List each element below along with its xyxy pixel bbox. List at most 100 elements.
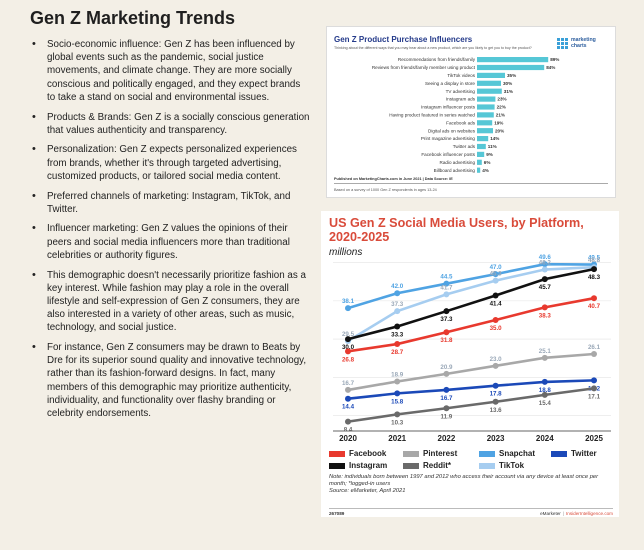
data-point xyxy=(394,378,401,385)
data-point xyxy=(345,418,351,425)
bar-value-label: 11% xyxy=(488,144,497,149)
data-label: 23.0 xyxy=(490,356,503,363)
bar-category-label: Recommendations from friends/family xyxy=(398,57,476,62)
data-point xyxy=(492,316,499,323)
marketing-charts-logo: marketing charts xyxy=(557,37,607,51)
data-label: 31.8 xyxy=(440,337,453,344)
data-label: 26.8 xyxy=(342,356,355,363)
bar-category-label: TikTok videos xyxy=(447,73,475,78)
social-chart-title: US Gen Z Social Media Users, by Platform… xyxy=(329,216,584,244)
bar-value-label: 22% xyxy=(497,105,506,110)
legend-swatch xyxy=(329,462,345,469)
data-label: 13.6 xyxy=(490,407,503,414)
data-label: 38.1 xyxy=(342,298,355,305)
legend-swatch xyxy=(403,450,419,457)
bar-value-label: 20% xyxy=(495,128,504,133)
social-line-chart: 2020 2021 2022 2023 2024 2025 38.1 42.0 44.5 47.0… xyxy=(333,254,611,441)
data-point xyxy=(443,405,450,412)
data-label: 41.7 xyxy=(440,284,453,291)
data-label: 44.5 xyxy=(440,274,453,281)
x-tick-label: 2025 xyxy=(585,434,603,441)
data-label: 18.9 xyxy=(391,372,404,379)
bar-value-label: 9% xyxy=(486,152,493,157)
data-point xyxy=(591,377,597,384)
influencers-chart-footer: Based on a survey of 1000 Gen Z responde… xyxy=(334,188,437,192)
influencers-chart-note: Published on MarketingCharts.com in June… xyxy=(334,177,453,181)
brand-site: InsiderIntelligence.com xyxy=(566,511,613,516)
bar xyxy=(477,88,502,94)
bar xyxy=(477,112,494,118)
data-point xyxy=(345,348,351,355)
series-line-instagram xyxy=(347,267,595,341)
social-chart-note: Note: individuals born between 1997 and … xyxy=(329,474,599,494)
x-tick-label: 2021 xyxy=(388,434,406,441)
data-label: 17.1 xyxy=(588,393,601,400)
x-tick-label: 2024 xyxy=(536,434,554,441)
legend-swatch xyxy=(479,450,495,457)
data-point xyxy=(541,304,548,311)
bar xyxy=(477,80,501,86)
legend-label: Snapchat xyxy=(499,449,536,458)
data-point xyxy=(492,277,499,284)
data-label: 18.8 xyxy=(539,387,552,394)
data-label: 17.8 xyxy=(490,391,503,398)
data-point xyxy=(541,354,548,361)
bar-value-label: 31% xyxy=(504,89,513,94)
bar xyxy=(477,120,493,126)
legend-swatch xyxy=(551,450,567,457)
bar xyxy=(477,104,495,110)
data-label: 14.4 xyxy=(342,404,355,411)
legend-item: Reddit* xyxy=(403,461,451,470)
data-label: 25.1 xyxy=(539,348,552,355)
legend-item: Facebook xyxy=(329,449,386,458)
series-line-reddit xyxy=(347,387,595,423)
bullet-item: Products & Brands: Gen Z is a socially c… xyxy=(30,111,310,137)
divider xyxy=(329,508,613,509)
data-point xyxy=(394,323,401,330)
bar-category-label: Billboard advertising xyxy=(434,168,476,173)
data-label: 16.7 xyxy=(440,395,453,402)
data-label: 15.4 xyxy=(539,400,552,407)
data-point xyxy=(492,398,499,405)
data-label: 48.2 xyxy=(539,260,552,267)
data-label: 38.3 xyxy=(539,312,552,319)
bar-value-label: 19% xyxy=(494,120,503,125)
bar xyxy=(477,136,489,142)
data-label: 8.4 xyxy=(344,427,353,434)
data-label: 41.4 xyxy=(490,301,503,308)
data-label: 48.8 xyxy=(588,257,601,264)
data-label: 16.7 xyxy=(342,380,355,387)
bullet-item: Personalization: Gen Z expects personali… xyxy=(30,143,310,183)
data-point xyxy=(541,266,548,273)
data-point xyxy=(394,390,401,397)
page-title: Gen Z Marketing Trends xyxy=(30,8,236,28)
data-point xyxy=(443,280,450,287)
bar-category-label: Reviews from friends/family member using… xyxy=(372,65,476,70)
data-label: 20.9 xyxy=(440,364,453,371)
social-chart-unit: millions xyxy=(329,247,363,258)
data-label: 49.5 xyxy=(588,255,601,262)
divider xyxy=(334,183,608,184)
data-point xyxy=(492,292,499,299)
logo-grid-icon xyxy=(557,38,568,49)
data-point xyxy=(443,370,450,377)
source-brand: eMarketer | InsiderIntelligence.com xyxy=(540,511,613,516)
legend-item: Pinterest xyxy=(403,449,457,458)
legend-label: Reddit* xyxy=(423,461,451,470)
bar-value-label: 14% xyxy=(490,136,499,141)
data-point xyxy=(345,305,351,312)
bullet-item: For instance, Gen Z consumers may be dra… xyxy=(30,341,310,420)
bar xyxy=(477,167,481,173)
bar-category-label: Instagram ads xyxy=(446,97,476,102)
data-label: 48.3 xyxy=(588,274,601,281)
legend-item: Snapchat xyxy=(479,449,535,458)
data-point xyxy=(591,385,597,392)
data-label: 47.0 xyxy=(490,264,503,271)
series-line-twitter xyxy=(347,379,595,401)
data-label: 15.8 xyxy=(391,398,404,405)
x-tick-label: 2022 xyxy=(438,434,456,441)
legend-swatch xyxy=(403,462,419,469)
data-label: 11.9 xyxy=(441,413,453,420)
data-point xyxy=(394,308,401,315)
bullet-list: Socio-economic influence: Gen Z has been… xyxy=(30,38,310,427)
